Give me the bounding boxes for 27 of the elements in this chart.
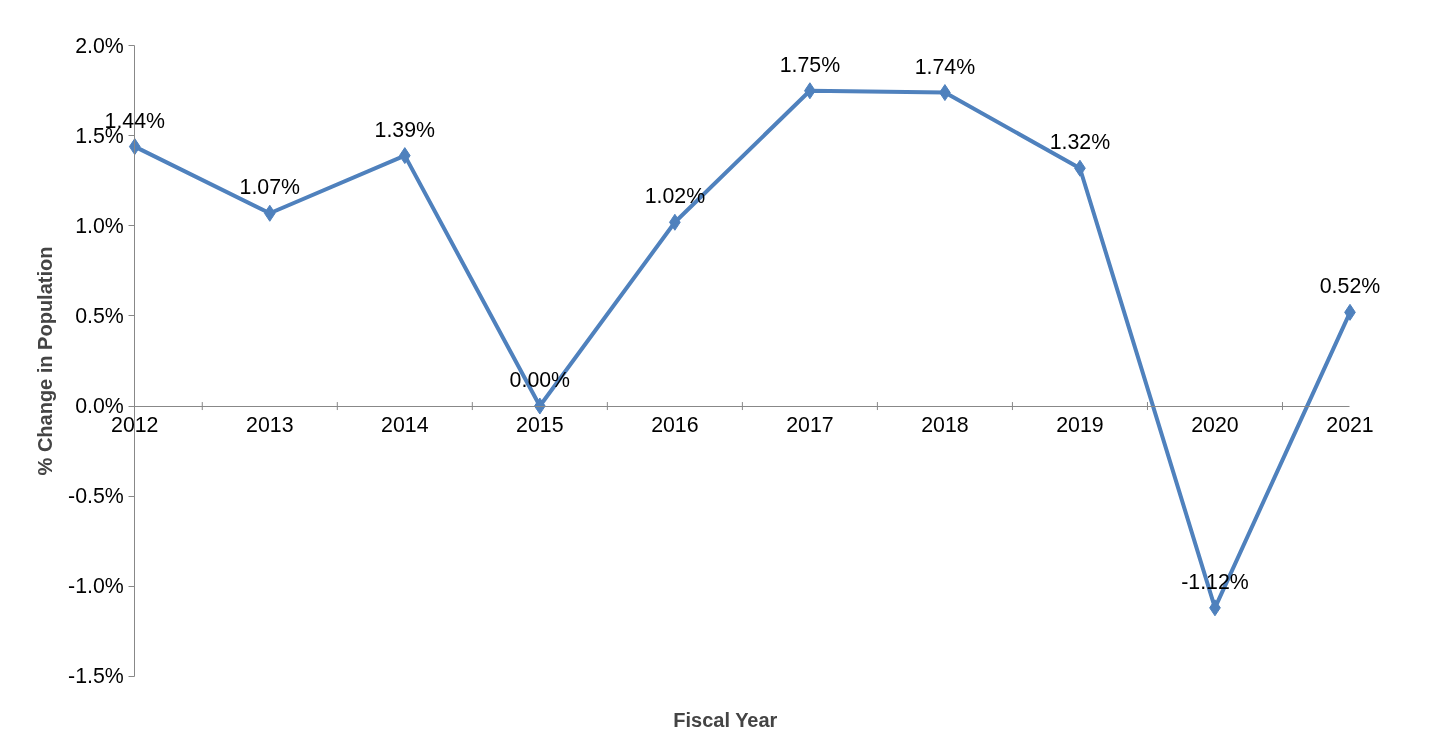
x-tick-label: 2013 bbox=[246, 413, 294, 438]
x-tick-label: 2014 bbox=[381, 413, 429, 438]
x-tick-label: 2018 bbox=[921, 413, 969, 438]
data-label: 0.52% bbox=[1319, 274, 1381, 299]
point bbox=[398, 147, 411, 165]
y-tick-label: -1.0% bbox=[68, 574, 124, 599]
y-tick-label: -0.5% bbox=[68, 484, 124, 509]
x-tick-label: 2015 bbox=[516, 413, 564, 438]
x-tick-label: 2016 bbox=[651, 413, 699, 438]
data-label: 1.32% bbox=[1049, 130, 1111, 155]
y-tick-label: 1.0% bbox=[75, 213, 124, 238]
x-tick-label: 2017 bbox=[786, 413, 834, 438]
x-tick-label: 2012 bbox=[111, 413, 159, 438]
y-tick-label: -1.5% bbox=[68, 664, 124, 689]
y-tick-label: 0.5% bbox=[75, 303, 124, 328]
point bbox=[263, 204, 276, 222]
data-label: 1.07% bbox=[239, 175, 301, 200]
data-label: 1.74% bbox=[914, 54, 976, 79]
x-axis-title: Fiscal Year bbox=[673, 708, 778, 731]
y-axis-title: % Change in Population bbox=[33, 246, 56, 476]
data-label: 1.75% bbox=[779, 52, 841, 77]
point bbox=[128, 138, 141, 156]
y-tick-label: 2.0% bbox=[75, 33, 124, 58]
x-tick-label: 2019 bbox=[1056, 413, 1104, 438]
data-label: 1.39% bbox=[374, 117, 436, 142]
x-tick-label: 2021 bbox=[1326, 413, 1374, 438]
x-tick-label: 2020 bbox=[1191, 413, 1239, 438]
